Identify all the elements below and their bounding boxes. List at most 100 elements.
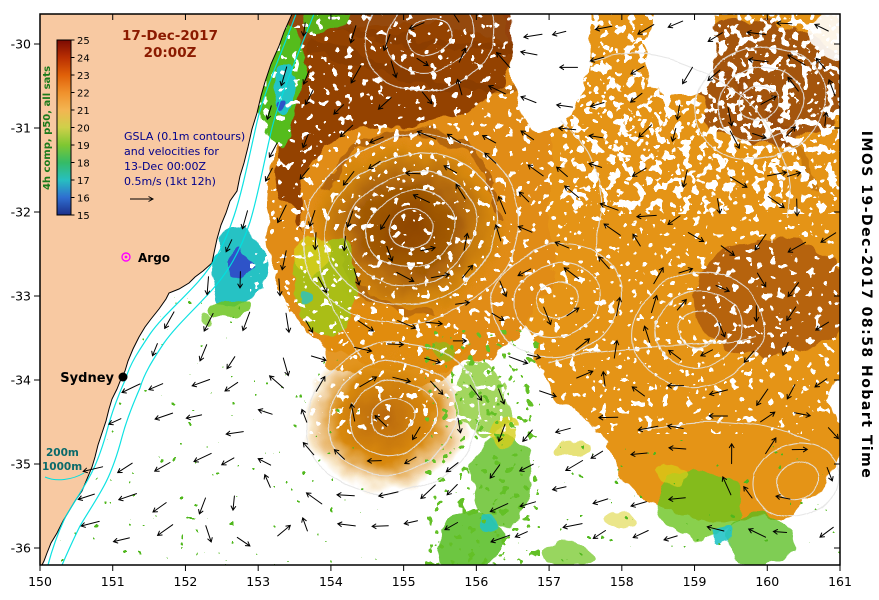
- velocity-arrow: [80, 520, 100, 528]
- velocity-arrow: [366, 458, 382, 464]
- velocity-arrow: [152, 502, 167, 513]
- velocity-arrow: [716, 198, 723, 215]
- velocity-arrow: [775, 20, 793, 26]
- velocity-arrow: [718, 322, 726, 338]
- velocity-arrow: [603, 223, 621, 236]
- velocity-arrow: [632, 233, 641, 247]
- velocity-arrow: [386, 341, 405, 348]
- legend-line: GSLA (0.1m contours): [124, 130, 245, 143]
- velocity-arrow: [156, 524, 174, 536]
- velocity-arrow: [371, 523, 389, 530]
- velocity-arrow: [632, 530, 649, 539]
- velocity-arrow: [670, 127, 677, 143]
- velocity-arrow: [396, 271, 415, 283]
- velocity-arrow: [302, 441, 315, 456]
- velocity-arrow: [225, 430, 244, 437]
- gsla-contour-ring: [345, 171, 477, 286]
- velocity-arrow: [107, 418, 122, 426]
- velocity-arrow: [766, 170, 788, 177]
- x-tick-label: 159: [683, 574, 707, 589]
- velocity-arrow: [772, 529, 788, 535]
- gsla-contour-ring: [323, 152, 499, 305]
- velocity-arrow: [746, 29, 767, 36]
- velocity-arrow: [613, 339, 620, 359]
- velocity-arrow: [445, 462, 459, 473]
- gsla-contour-ring: [737, 83, 783, 123]
- velocity-arrow: [707, 69, 721, 82]
- velocity-arrow: [794, 198, 800, 217]
- velocity-arrow: [651, 294, 659, 313]
- velocity-arrow: [576, 370, 594, 379]
- velocity-arrow: [265, 105, 272, 121]
- sydney-dot: [118, 372, 128, 382]
- frame-border: [39, 13, 841, 566]
- velocity-arrow: [597, 414, 619, 421]
- velocity-arrow: [667, 20, 684, 29]
- velocity-arrow: [489, 464, 501, 479]
- velocity-arrow: [756, 272, 767, 288]
- velocity-scale-arrow: [130, 196, 155, 202]
- velocity-arrow: [520, 130, 535, 141]
- velocity-arrow: [681, 169, 688, 188]
- velocity-arrow: [637, 24, 655, 35]
- cloud-speckle: [560, 14, 840, 214]
- gsla-contour-ring: [366, 190, 455, 268]
- velocity-arrow: [678, 267, 694, 274]
- velocity-arrow: [715, 285, 731, 293]
- velocity-arrow: [517, 268, 532, 277]
- velocity-arrow: [554, 427, 571, 434]
- gsla-contour-ring: [694, 45, 826, 160]
- colorbar-tick-label: 17: [77, 176, 90, 187]
- gsla-contour-ring: [490, 243, 622, 358]
- x-tick-label: 155: [392, 574, 416, 589]
- velocity-arrow: [747, 57, 769, 63]
- velocity-arrow: [589, 56, 605, 63]
- velocity-arrow: [522, 429, 533, 443]
- velocity-arrow: [397, 320, 417, 330]
- legend-line: 0.5m/s (1kt 12h): [124, 175, 216, 188]
- velocity-arrow: [282, 357, 290, 377]
- velocity-arrow: [721, 476, 732, 496]
- velocity-arrow: [497, 195, 507, 215]
- velocity-arrow: [450, 14, 460, 23]
- velocity-arrow: [743, 350, 755, 364]
- velocity-arrow: [148, 383, 164, 391]
- green-speckle: [560, 440, 840, 565]
- velocity-arrow: [720, 245, 736, 256]
- velocity-arrow: [430, 380, 444, 396]
- velocity-arrow: [268, 142, 278, 159]
- velocity-arrow: [240, 210, 248, 230]
- velocity-arrow: [682, 66, 693, 85]
- velocity-arrow: [452, 338, 468, 344]
- velocity-arrow: [514, 531, 528, 538]
- gsla-contour-ring: [632, 272, 764, 387]
- velocity-arrow: [517, 225, 533, 233]
- velocity-arrow: [815, 57, 826, 70]
- x-tick-label: 156: [464, 574, 488, 589]
- velocity-arrow: [112, 537, 130, 544]
- velocity-arrow: [198, 344, 208, 362]
- y-tick-label: -34: [11, 373, 31, 388]
- velocity-arrow: [794, 412, 812, 418]
- velocity-arrow: [481, 135, 497, 144]
- velocity-arrow: [315, 375, 326, 392]
- bathy-1000m: [61, 14, 315, 565]
- x-tick-label: 158: [610, 574, 634, 589]
- velocity-arrow: [220, 457, 235, 466]
- velocity-arrow: [458, 47, 467, 63]
- path-shape: [304, 199, 363, 359]
- velocity-arrow: [555, 166, 568, 177]
- velocity-arrow: [302, 70, 310, 85]
- velocity-arrow: [598, 256, 610, 270]
- velocity-arrow: [193, 452, 212, 463]
- velocity-arrows: [77, 14, 840, 547]
- velocity-arrow: [446, 484, 458, 496]
- velocity-arrow: [820, 232, 837, 243]
- velocity-arrow: [827, 78, 836, 97]
- map-overlays: 25 24 23 22 21 20 19 18 17 16 15 4h comp, p50, all…: [42, 28, 245, 481]
- velocity-arrow: [754, 233, 767, 251]
- velocity-arrow: [589, 102, 605, 109]
- velocity-arrow: [359, 376, 378, 388]
- velocity-arrow: [317, 276, 328, 294]
- velocity-arrow: [563, 267, 580, 280]
